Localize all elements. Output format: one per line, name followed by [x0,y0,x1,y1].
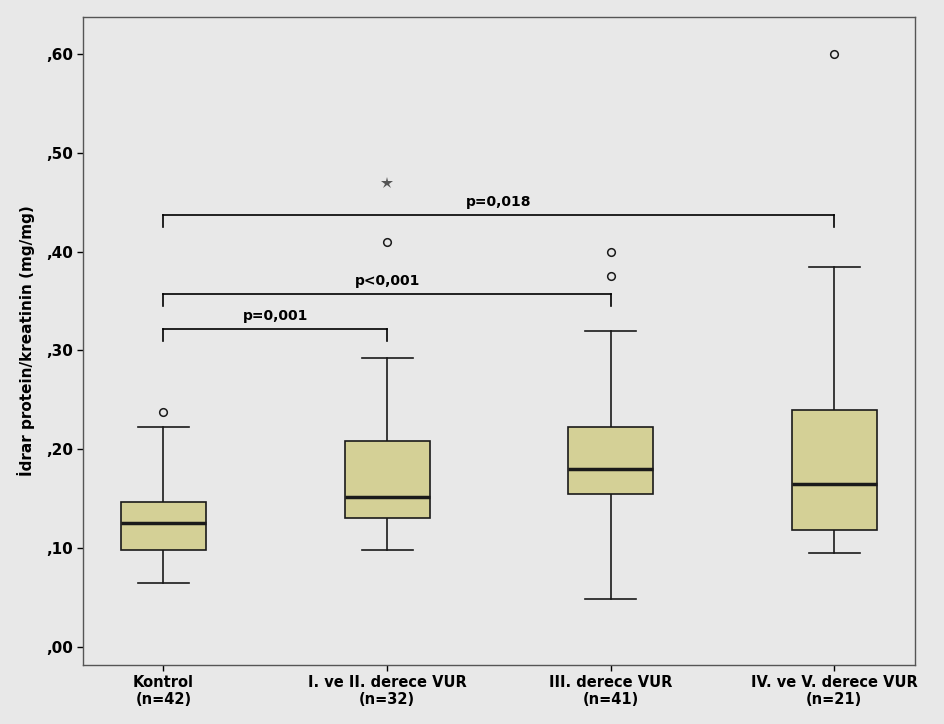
Text: p=0,018: p=0,018 [466,195,531,209]
Bar [792,410,877,530]
Y-axis label: İdrar protein/kreatinin (mg/mg): İdrar protein/kreatinin (mg/mg) [17,205,35,476]
Bar [121,502,206,550]
Bar [345,442,430,518]
Text: p<0,001: p<0,001 [354,274,420,288]
Bar [568,427,653,494]
Text: p=0,001: p=0,001 [243,309,308,323]
